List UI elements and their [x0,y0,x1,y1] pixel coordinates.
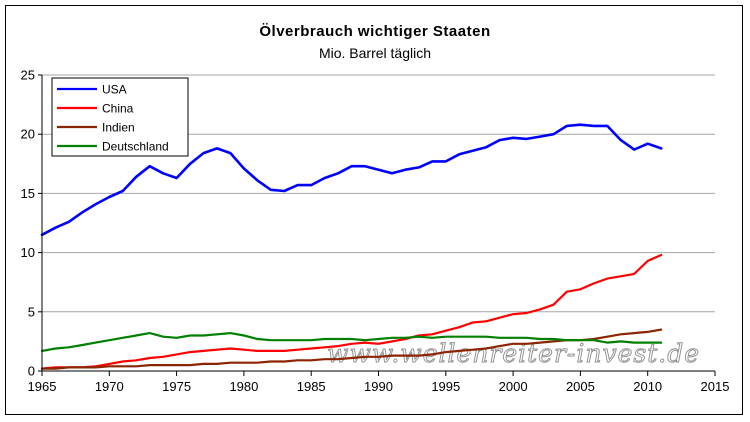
x-tick-label: 2000 [499,379,528,394]
legend-box [51,77,189,157]
y-tick-label: 25 [21,68,35,83]
x-tick-label: 1980 [229,379,258,394]
x-tick-label: 2005 [566,379,595,394]
x-tick-label: 1990 [364,379,393,394]
legend-label-china: China [102,102,134,116]
chart-title: Ölverbrauch wichtiger Staaten [259,23,490,40]
grid-lines [42,74,715,313]
x-tick-label: 1975 [162,379,191,394]
legend-label-indien: Indien [102,121,135,135]
y-tick-label: 0 [28,364,35,379]
x-tick-label: 1965 [28,379,57,394]
chart-frame [5,5,743,415]
series-line-usa [40,123,663,237]
chart-subtitle: Mio. Barrel täglich [319,45,431,61]
x-tick-label: 1985 [297,379,326,394]
y-tick-label: 20 [21,127,35,142]
x-tick-label: 1995 [431,379,460,394]
axes: 0 5 10 15 20 25 1965 1970 1975 1980 1985 1990 1995 20… [21,68,730,395]
x-tick-label: 2010 [633,379,662,394]
legend: USA China Indien Deutschland [51,77,189,157]
series-line-china [40,253,663,370]
legend-label-usa: USA [102,83,127,97]
x-tick-label: 2015 [701,379,730,394]
y-tick-label: 10 [21,245,35,260]
legend-label-deutschland: Deutschland [102,140,169,154]
series-lines [40,123,663,370]
y-tick-label: 15 [21,186,35,201]
x-tick-label: 1970 [95,379,124,394]
y-tick-label: 5 [28,304,35,319]
series-line-indien [40,328,663,370]
series-line-deutschland [40,332,663,352]
